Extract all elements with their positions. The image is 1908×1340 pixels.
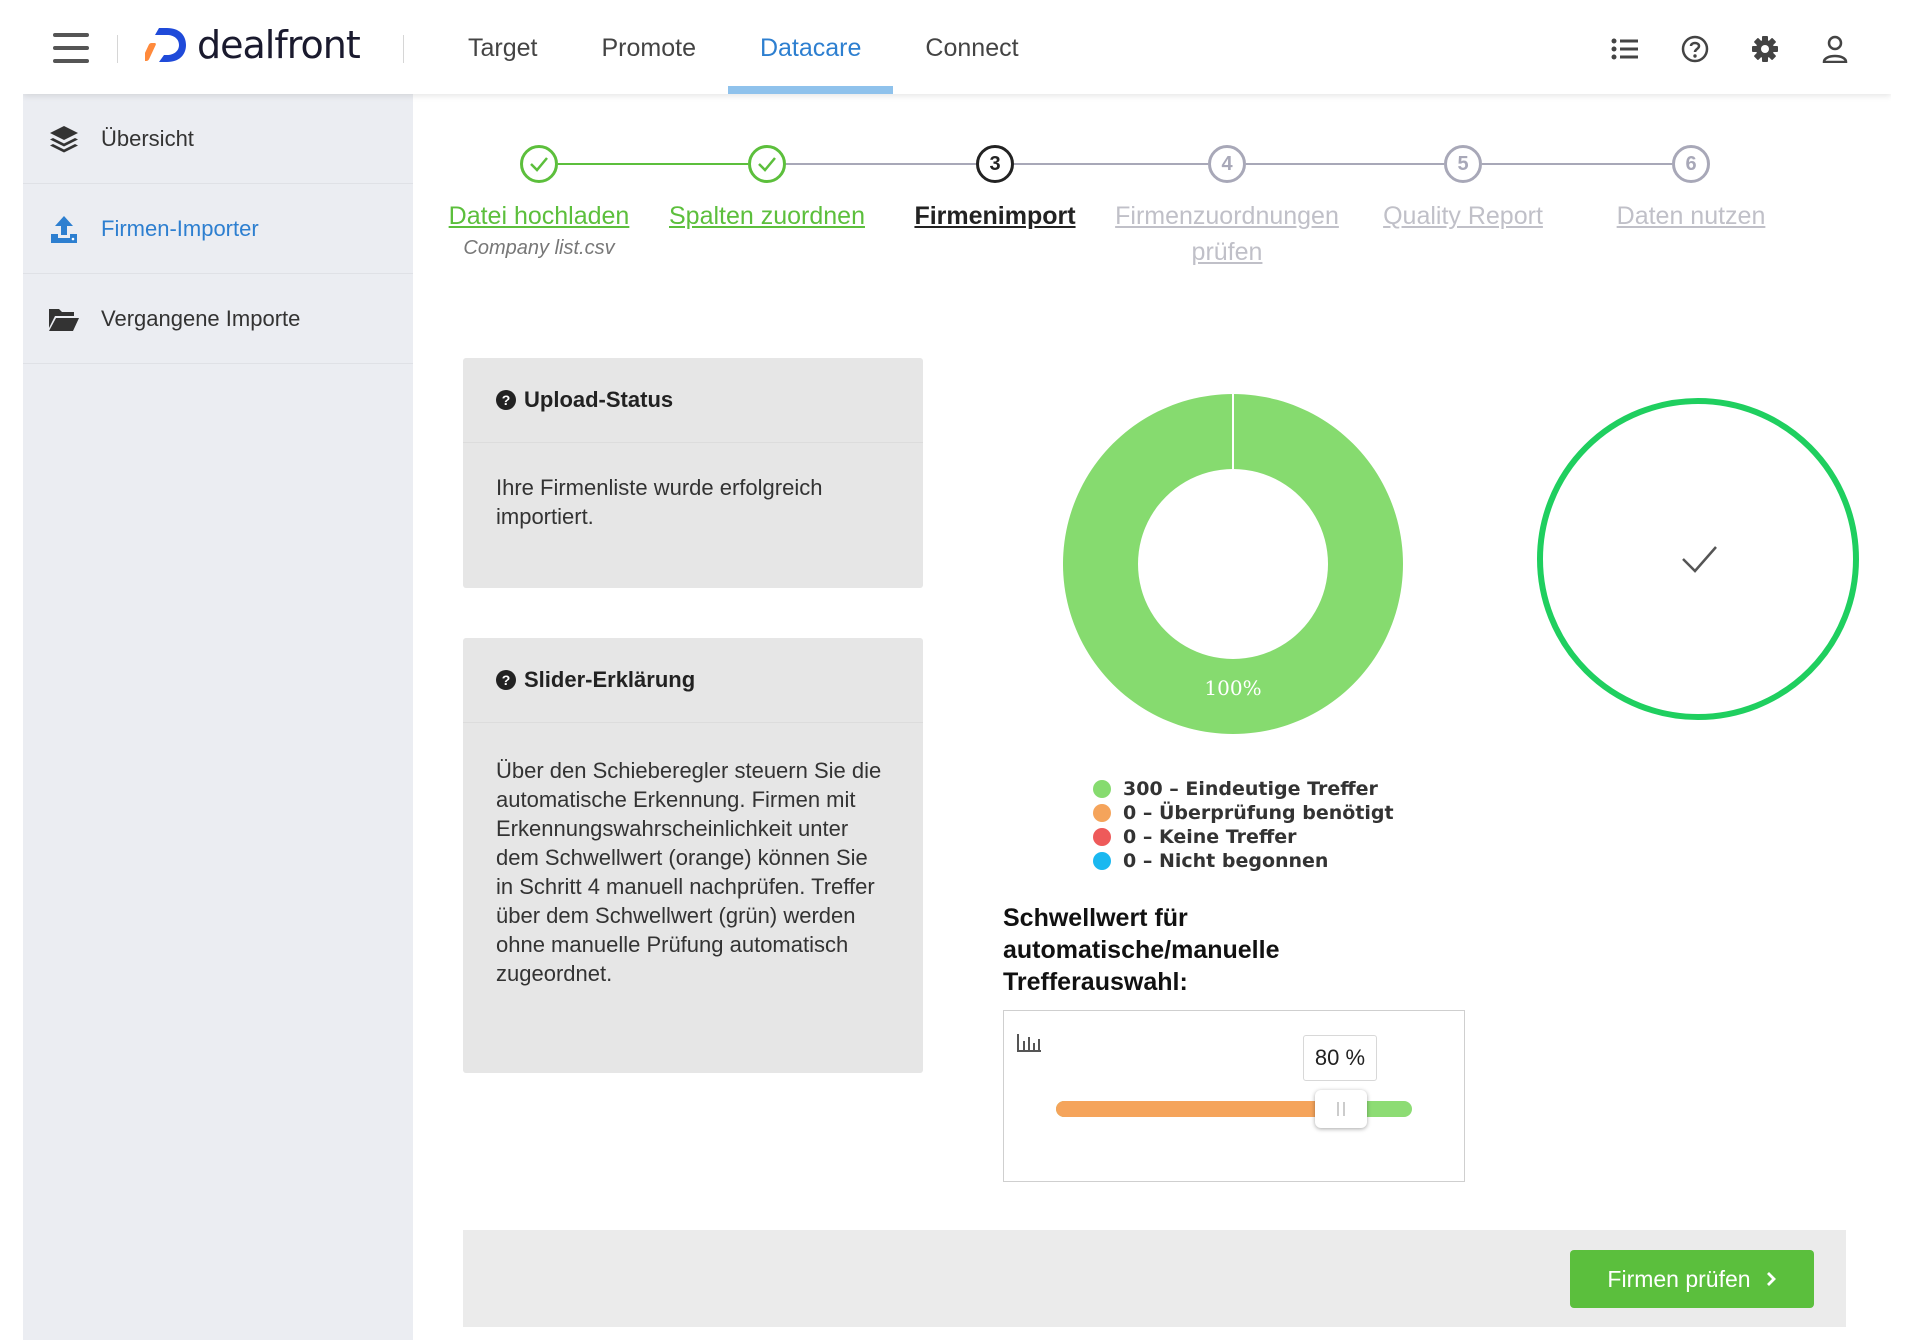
legend-item: 0 – Überprüfung benötigt: [1093, 801, 1394, 825]
legend-item: 0 – Nicht begonnen: [1093, 849, 1394, 873]
step-quality-report[interactable]: Quality Report: [1383, 202, 1543, 230]
dealfront-logo[interactable]: dealfront: [145, 23, 361, 67]
upload-icon: [47, 212, 81, 246]
nav-target[interactable]: Target: [468, 34, 538, 62]
question-icon[interactable]: ?: [496, 670, 516, 690]
legend-dot: [1093, 828, 1111, 846]
donut-percent-label: 100%: [1204, 676, 1262, 700]
legend-item: 0 – Keine Treffer: [1093, 825, 1394, 849]
sidebar: Übersicht Firmen-Importer Vergangene Imp…: [23, 94, 413, 1340]
donut-legend: 300 – Eindeutige Treffer 0 – Überprüfung…: [1093, 777, 1394, 873]
step-2-check-icon: [748, 145, 786, 183]
upload-status-header: ? Upload-Status: [463, 358, 923, 443]
step-3-number: 3: [976, 145, 1014, 183]
step-4-number: 4: [1208, 145, 1246, 183]
hamburger-menu-icon[interactable]: [53, 33, 89, 63]
donut-slice: [1062, 394, 1403, 734]
folder-open-icon: [47, 302, 81, 336]
step-6-number: 6: [1672, 145, 1710, 183]
brand-name: dealfront: [197, 23, 361, 67]
match-donut-chart: 100%: [1062, 394, 1403, 734]
threshold-slider-fill: [1056, 1101, 1341, 1117]
step-datei-hochladen[interactable]: Datei hochladen: [448, 202, 630, 230]
card-title: Slider-Erklärung: [524, 667, 696, 692]
threshold-slider-box: 80 %: [1003, 1010, 1465, 1182]
dealfront-logo-mark-icon: [145, 28, 186, 62]
stepper-connector: [558, 163, 748, 165]
settings-icon[interactable]: [1749, 33, 1781, 65]
step-5-number: 5: [1444, 145, 1482, 183]
main-content: 3 4 5 6 Datei hochladen Company list.csv…: [413, 94, 1891, 1340]
card-title: Upload-Status: [524, 387, 674, 412]
nav-links: Target Promote Datacare Connect: [436, 3, 1051, 94]
import-success-indicator: [1533, 394, 1863, 724]
sidebar-item-firmen-importer[interactable]: Firmen-Importer: [23, 184, 413, 274]
step-firmenimport[interactable]: Firmenimport: [914, 202, 1076, 230]
list-icon[interactable]: [1609, 33, 1641, 65]
step-daten-nutzen[interactable]: Daten nutzen: [1616, 202, 1766, 230]
legend-dot: [1093, 780, 1111, 798]
slider-explanation-card: ? Slider-Erklärung Über den Schieberegle…: [463, 638, 923, 1073]
legend-label: 0 – Überprüfung benötigt: [1123, 802, 1394, 824]
nav-promote[interactable]: Promote: [601, 34, 696, 62]
step-1-check-icon: [520, 145, 558, 183]
slider-explanation-header: ? Slider-Erklärung: [463, 638, 923, 723]
sidebar-item-label: Vergangene Importe: [101, 305, 301, 331]
button-label: Firmen prüfen: [1607, 1265, 1751, 1292]
question-icon[interactable]: ?: [496, 390, 516, 410]
layers-icon: [47, 122, 81, 156]
sidebar-item-label: Firmen-Importer: [101, 215, 259, 241]
nav-datacare[interactable]: Datacare: [727, 3, 894, 94]
step-firmenzuordnungen-pruefen[interactable]: Firmenzuordnungen prüfen: [1115, 202, 1339, 266]
legend-item: 300 – Eindeutige Treffer: [1093, 777, 1394, 801]
stepper-connector: [1014, 163, 1208, 165]
step-spalten-zuordnen[interactable]: Spalten zuordnen: [669, 202, 865, 230]
slider-explanation-text: Über den Schieberegler steuern Sie die a…: [496, 758, 882, 986]
legend-label: 0 – Keine Treffer: [1123, 826, 1297, 848]
check-icon: [1682, 546, 1717, 573]
upload-status-card: ? Upload-Status Ihre Firmenliste wurde e…: [463, 358, 923, 588]
threshold-title: Schwellwert für automatische/manuelle Tr…: [1003, 904, 1280, 996]
top-icons: [1609, 33, 1851, 65]
nav-connect[interactable]: Connect: [925, 34, 1019, 62]
app-frame: dealfront Target Promote Datacare Connec…: [23, 3, 1891, 1340]
sidebar-item-uebersicht[interactable]: Übersicht: [23, 94, 413, 184]
sidebar-item-vergangene-importe[interactable]: Vergangene Importe: [23, 274, 413, 364]
threshold-value-display: 80 %: [1303, 1035, 1377, 1081]
top-navigation: dealfront Target Promote Datacare Connec…: [23, 3, 1891, 94]
upload-status-text: Ihre Firmenliste wurde erfolgreich impor…: [496, 475, 823, 529]
legend-label: 0 – Nicht begonnen: [1123, 850, 1329, 872]
donut-svg: [1062, 394, 1403, 734]
legend-dot: [1093, 804, 1111, 822]
bar-chart-icon: [1017, 1034, 1041, 1052]
action-bar: Firmen prüfen: [463, 1230, 1846, 1327]
legend-label: 300 – Eindeutige Treffer: [1123, 778, 1378, 800]
chevron-right-icon: [1766, 1272, 1776, 1286]
nav-divider: [117, 35, 118, 63]
nav-divider: [403, 35, 404, 63]
help-icon[interactable]: [1679, 33, 1711, 65]
stepper-connector: [1482, 163, 1672, 165]
stepper-connector: [1246, 163, 1444, 165]
legend-dot: [1093, 852, 1111, 870]
user-icon[interactable]: [1819, 33, 1851, 65]
sidebar-item-label: Übersicht: [101, 125, 194, 151]
threshold-slider-handle[interactable]: [1314, 1090, 1367, 1128]
stepper-connector: [786, 163, 976, 165]
uploaded-file-name: Company list.csv: [463, 237, 615, 259]
firmen-pruefen-button[interactable]: Firmen prüfen: [1570, 1250, 1814, 1308]
